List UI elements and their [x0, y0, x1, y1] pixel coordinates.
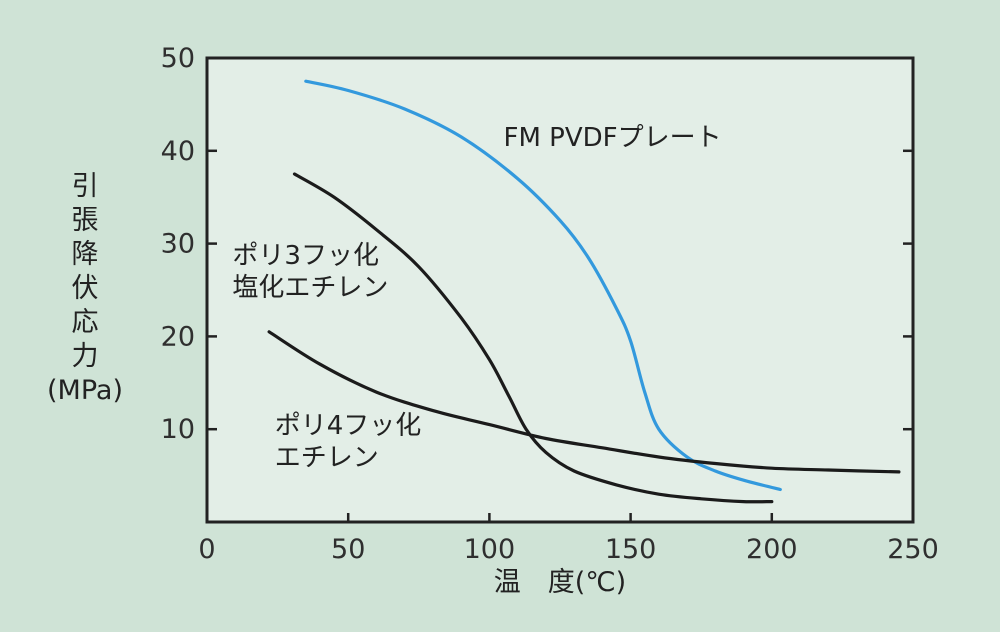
series-label-0: FM PVDFプレート: [504, 123, 722, 153]
y-tick-label: 10: [161, 414, 195, 445]
y-axis-label-char: 力: [72, 341, 99, 372]
x-tick-label: 250: [887, 534, 939, 565]
x-tick-label: 0: [198, 534, 215, 565]
plot-frame: [205, 56, 915, 524]
y-axis-label-char: 応: [72, 307, 99, 338]
series-label-1: 塩化エチレン: [232, 273, 388, 303]
x-tick-label: 150: [605, 534, 657, 565]
x-axis-label: 温 度(℃): [494, 567, 626, 598]
y-axis-label-char: 引: [72, 171, 99, 202]
y-axis-label-char: 伏: [72, 273, 99, 304]
series-line-0: [304, 79, 782, 492]
plot-area: [207, 58, 913, 522]
x-tick-label: 200: [746, 534, 798, 565]
x-tick-label: 100: [464, 534, 516, 565]
y-axis-label-char: 張: [72, 205, 99, 236]
series-label-1: ポリ3フッ化: [232, 241, 379, 271]
y-axis-label-char: 降: [72, 239, 99, 270]
y-tick-label: 20: [161, 321, 195, 352]
x-tick-label: 50: [331, 534, 365, 565]
series-label-2: エチレン: [275, 443, 379, 473]
series-label-2: ポリ4フッ化: [275, 411, 422, 441]
y-tick-label: 30: [161, 229, 195, 260]
series-line-1: [292, 172, 774, 504]
y-tick-label: 50: [161, 43, 195, 74]
series-line-2: [267, 330, 901, 474]
y-axis-unit: (MPa): [47, 375, 123, 406]
y-tick-label: 40: [161, 136, 195, 167]
